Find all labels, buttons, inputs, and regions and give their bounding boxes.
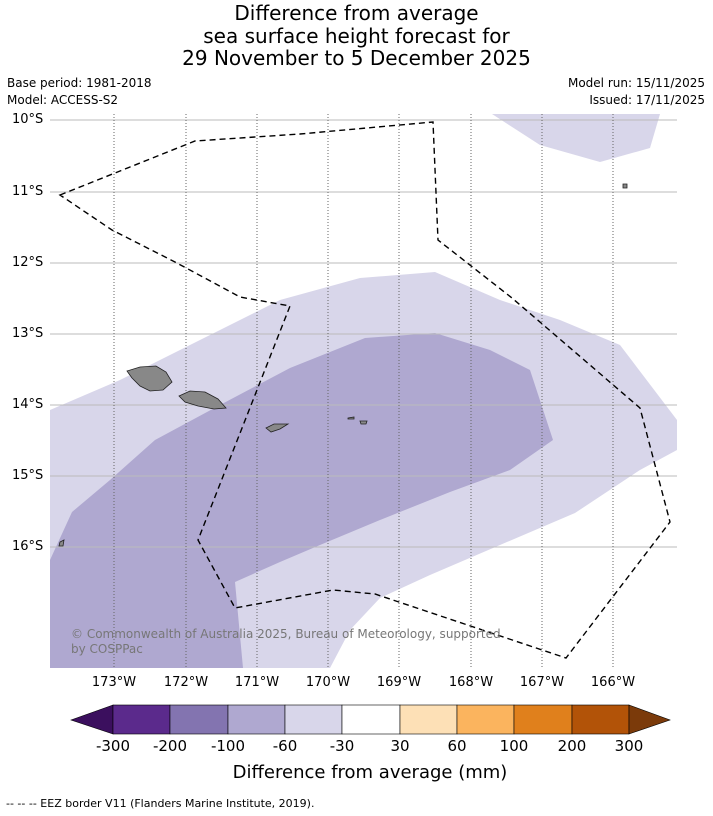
colorbar-tick: 30 [390,737,410,755]
colorbar-bin-7 [456,704,515,735]
title-line-2: sea surface height forecast for [203,24,510,48]
colorbar-bin-9 [571,704,630,735]
colorbar-tick: 100 [499,737,529,755]
colorbar-tick: -60 [272,737,298,755]
lat-label: 15°S [12,468,44,483]
colorbar-bin-6 [399,704,458,735]
small-island-west [58,539,65,547]
issued-label: Issued: 17/11/2025 [589,93,705,107]
title-line-1: Difference from average [234,1,479,25]
lon-label: 170°W [305,675,351,690]
manua-island-1 [347,416,355,420]
samoa-islands [58,183,628,547]
manua-island-2 [359,420,368,425]
anomaly-region-mid [50,333,553,668]
copyright-line-2: by COSPPac [71,642,143,656]
lon-label: 166°W [590,675,636,690]
title-line-3: 29 November to 5 December 2025 [182,46,531,70]
model-run-label: Model run: 15/11/2025 [567,76,705,90]
colorbar-bin-3 [227,704,286,735]
colorbar-tick: -30 [329,737,355,755]
colorbar-bin-1 [112,704,171,735]
lon-label: 173°W [91,675,137,690]
lat-label: 10°S [12,112,44,127]
swains-island [622,183,628,189]
lat-label: 11°S [12,184,44,199]
colorbar-bin-8 [513,704,573,735]
colorbar-tick: 300 [614,737,644,755]
eez-legend-note: -- -- -- EEZ border V11 (Flanders Marine… [6,797,315,810]
colorbar-extend-high [628,704,671,735]
eez-border-tokelau [58,121,671,659]
colorbar-tick: 200 [557,737,587,755]
colorbar [70,704,671,735]
tutuila-island [265,423,290,433]
colorbar-title: Difference from average (mm) [232,762,508,783]
colorbar-bin-5 [341,704,401,735]
anomaly-region-light-north [492,114,660,162]
lat-label: 13°S [12,326,44,341]
upolu-island [178,390,227,410]
lon-label: 167°W [519,675,565,690]
lon-label: 171°W [234,675,280,690]
copyright-notice: © Commonwealth of Australia 2025, Bureau… [71,627,501,657]
lat-label: 16°S [12,539,44,554]
map-area [50,114,677,668]
colorbar-extend-low [70,704,114,735]
copyright-line-1: © Commonwealth of Australia 2025, Bureau… [71,627,501,641]
colorbar-bin-2 [169,704,229,735]
graticule [50,119,677,548]
eez-borders [58,121,671,659]
lat-label: 12°S [12,255,44,270]
colorbar-tick: -100 [210,737,246,755]
base-period-label: Base period: 1981-2018 [7,76,152,90]
lon-label: 169°W [376,675,422,690]
colorbar-bin-4 [284,704,343,735]
lon-label: 168°W [448,675,494,690]
colorbar-tick: -300 [95,737,131,755]
savaii-island [126,365,173,392]
lat-label: 14°S [12,397,44,412]
lon-label: 172°W [163,675,209,690]
model-label: Model: ACCESS-S2 [7,93,119,107]
colorbar-tick: 60 [447,737,467,755]
colorbar-tick: -200 [152,737,188,755]
